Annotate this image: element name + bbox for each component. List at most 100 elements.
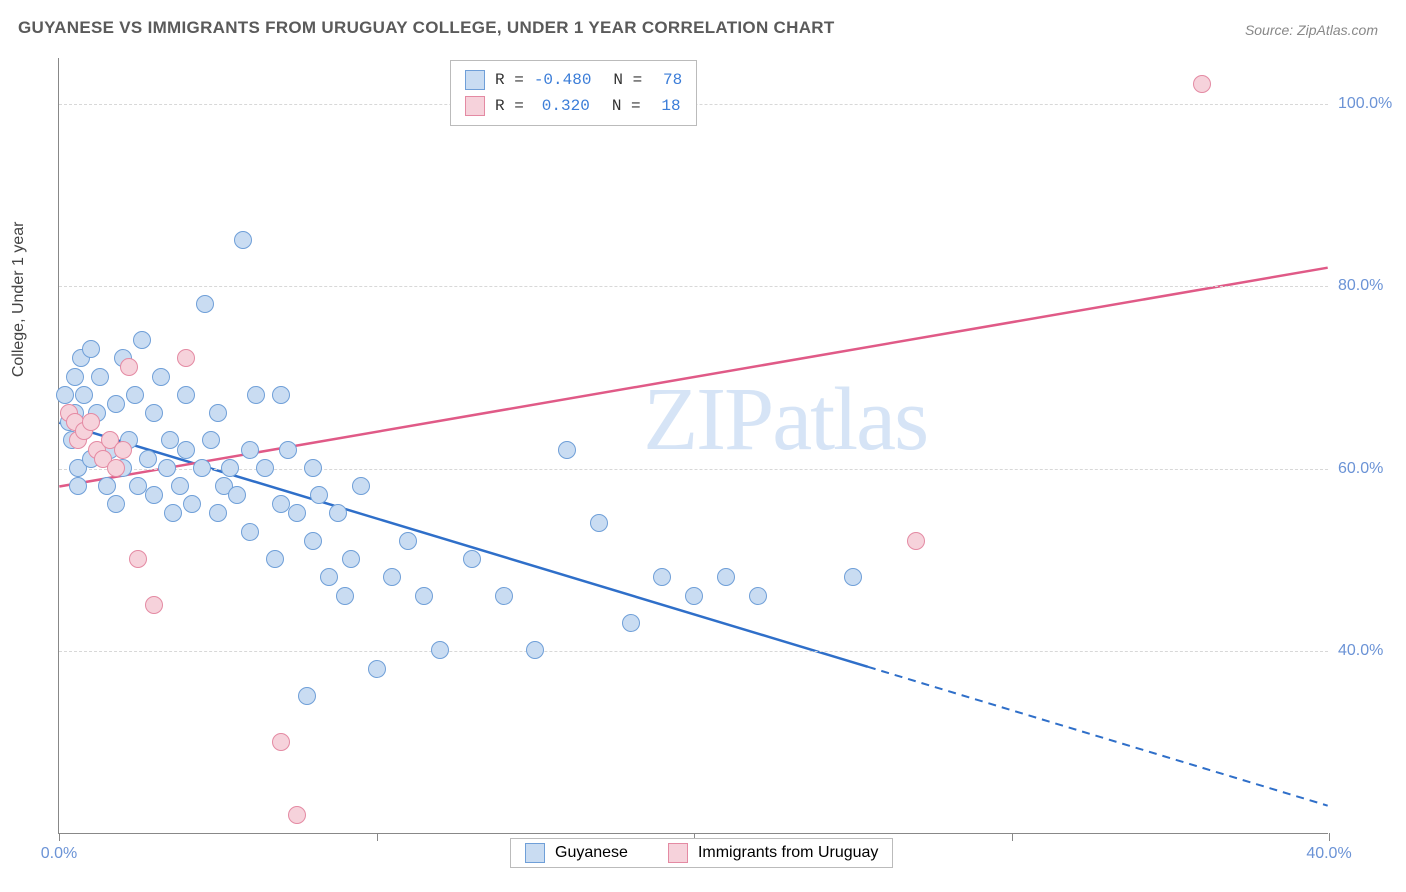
guyanese-point xyxy=(66,368,84,386)
gridline xyxy=(59,651,1328,652)
guyanese-point xyxy=(431,641,449,659)
guyanese-point xyxy=(304,459,322,477)
guyanese-point xyxy=(228,486,246,504)
guyanese-point xyxy=(196,295,214,313)
guyanese-point xyxy=(415,587,433,605)
legend-r-value: -0.480 xyxy=(534,67,592,93)
guyanese-point xyxy=(171,477,189,495)
guyanese-point xyxy=(177,386,195,404)
guyanese-point xyxy=(209,504,227,522)
guyanese-point xyxy=(653,568,671,586)
guyanese-point xyxy=(241,441,259,459)
guyanese-point xyxy=(126,386,144,404)
guyanese-point xyxy=(152,368,170,386)
guyanese-trendline-dashed xyxy=(868,667,1328,806)
guyanese-point xyxy=(622,614,640,632)
guyanese-point xyxy=(304,532,322,550)
legend-n-value: 18 xyxy=(651,93,681,119)
guyanese-point xyxy=(526,641,544,659)
plot-area: College, Under 1 year ZIPatlas 40.0%60.0… xyxy=(58,58,1328,834)
guyanese-point xyxy=(247,386,265,404)
guyanese-point xyxy=(177,441,195,459)
guyanese-point xyxy=(98,477,116,495)
guyanese-point xyxy=(241,523,259,541)
guyanese-point xyxy=(107,495,125,513)
guyanese-point xyxy=(221,459,239,477)
guyanese-point xyxy=(336,587,354,605)
guyanese-point xyxy=(368,660,386,678)
guyanese-point xyxy=(56,386,74,404)
uruguay-point xyxy=(907,532,925,550)
guyanese-point xyxy=(145,486,163,504)
guyanese-point xyxy=(91,368,109,386)
x-tick-label: 0.0% xyxy=(41,845,77,863)
uruguay-point xyxy=(288,806,306,824)
guyanese-point xyxy=(495,587,513,605)
uruguay-point xyxy=(107,459,125,477)
uruguay-point xyxy=(82,413,100,431)
guyanese-point xyxy=(590,514,608,532)
guyanese-point xyxy=(844,568,862,586)
source-attribution: Source: ZipAtlas.com xyxy=(1245,22,1378,38)
y-axis-label: College, Under 1 year xyxy=(10,221,28,377)
guyanese-point xyxy=(685,587,703,605)
guyanese-point xyxy=(399,532,417,550)
guyanese-point xyxy=(279,441,297,459)
legend-n-value: 78 xyxy=(652,67,682,93)
gridline xyxy=(59,469,1328,470)
guyanese-point xyxy=(717,568,735,586)
legend-row-guyanese: R = -0.480 N = 78 xyxy=(465,67,682,93)
guyanese-point xyxy=(145,404,163,422)
guyanese-point xyxy=(133,331,151,349)
legend-r-label: R = xyxy=(495,93,524,119)
guyanese-point xyxy=(272,386,290,404)
watermark: ZIPatlas xyxy=(643,368,927,471)
legend-swatch xyxy=(525,843,545,863)
y-tick-label: 80.0% xyxy=(1338,277,1398,295)
x-tick xyxy=(1012,833,1013,841)
legend-correlation: R = -0.480 N = 78 R = 0.320 N = 18 xyxy=(450,60,697,126)
uruguay-point xyxy=(272,733,290,751)
guyanese-point xyxy=(310,486,328,504)
guyanese-point xyxy=(342,550,360,568)
legend-n-label: N = xyxy=(612,93,641,119)
x-tick xyxy=(59,833,60,841)
uruguay-point xyxy=(1193,75,1211,93)
guyanese-point xyxy=(329,504,347,522)
legend-swatch xyxy=(465,96,485,116)
uruguay-point xyxy=(129,550,147,568)
guyanese-point xyxy=(320,568,338,586)
legend-r-label: R = xyxy=(495,67,524,93)
guyanese-point xyxy=(69,477,87,495)
legend-series-label: Guyanese xyxy=(555,844,628,862)
guyanese-point xyxy=(288,504,306,522)
guyanese-point xyxy=(158,459,176,477)
legend-series-label: Immigrants from Uruguay xyxy=(698,844,879,862)
uruguay-point xyxy=(114,441,132,459)
legend-swatch xyxy=(465,70,485,90)
legend-r-value: 0.320 xyxy=(534,93,590,119)
guyanese-point xyxy=(256,459,274,477)
y-tick-label: 100.0% xyxy=(1338,95,1398,113)
guyanese-point xyxy=(749,587,767,605)
legend-n-label: N = xyxy=(613,67,642,93)
legend-row-uruguay: R = 0.320 N = 18 xyxy=(465,93,682,119)
guyanese-point xyxy=(298,687,316,705)
uruguay-point xyxy=(177,349,195,367)
guyanese-point xyxy=(383,568,401,586)
guyanese-point xyxy=(107,395,125,413)
x-tick-label: 40.0% xyxy=(1306,845,1351,863)
guyanese-point xyxy=(164,504,182,522)
y-tick-label: 60.0% xyxy=(1338,460,1398,478)
guyanese-point xyxy=(202,431,220,449)
guyanese-trendline xyxy=(59,423,868,667)
y-tick-label: 40.0% xyxy=(1338,642,1398,660)
guyanese-point xyxy=(183,495,201,513)
legend-swatch xyxy=(668,843,688,863)
guyanese-point xyxy=(558,441,576,459)
guyanese-point xyxy=(352,477,370,495)
uruguay-point xyxy=(120,358,138,376)
chart-title: GUYANESE VS IMMIGRANTS FROM URUGUAY COLL… xyxy=(18,18,835,38)
guyanese-point xyxy=(82,340,100,358)
guyanese-point xyxy=(75,386,93,404)
